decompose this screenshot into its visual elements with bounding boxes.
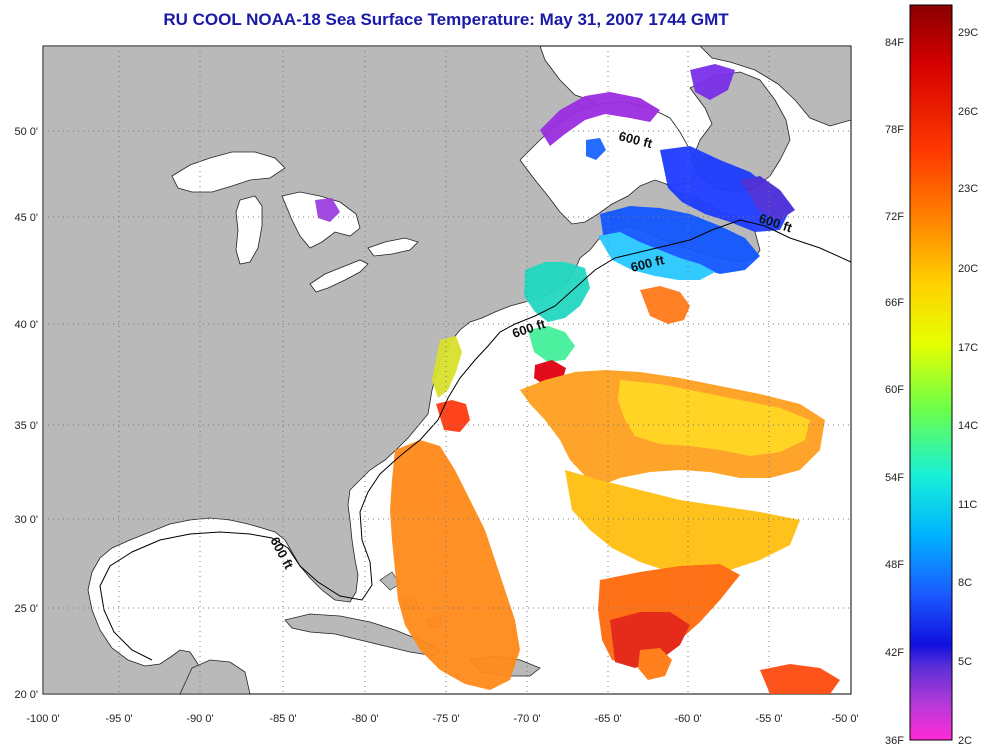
lon-tick-label: -100 0' bbox=[26, 713, 59, 725]
lon-tick-label: -90 0' bbox=[186, 713, 213, 725]
lat-tick-label: 30 0' bbox=[14, 514, 38, 526]
depth-contour-600ft bbox=[99, 219, 851, 661]
lon-tick-label: -70 0' bbox=[513, 713, 540, 725]
colorbar-c-label: 5C bbox=[958, 656, 972, 668]
lon-tick-label: -85 0' bbox=[269, 713, 296, 725]
lat-tick-label: 45 0' bbox=[14, 212, 38, 224]
colorbar-f-label: 36F bbox=[885, 735, 904, 747]
lon-tick-label: -60 0' bbox=[674, 713, 701, 725]
lat-tick-label: 50 0' bbox=[14, 126, 38, 138]
colorbar-f-label: 48F bbox=[885, 559, 904, 571]
longitude-axis: -100 0' -95 0' -90 0' -85 0' -80 0' -75 … bbox=[26, 713, 858, 725]
sst-swath-southern bbox=[390, 336, 840, 694]
lat-tick-label: 35 0' bbox=[14, 420, 38, 432]
colorbar-f-label: 42F bbox=[885, 647, 904, 659]
map-content bbox=[43, 46, 851, 694]
map-title: RU COOL NOAA-18 Sea Surface Temperature:… bbox=[163, 10, 729, 29]
colorbar-f-label: 78F bbox=[885, 124, 904, 136]
colorbar-f-label: 72F bbox=[885, 211, 904, 223]
land-labrador bbox=[699, 46, 851, 127]
lat-tick-label: 25 0' bbox=[14, 603, 38, 615]
lon-tick-label: -50 0' bbox=[831, 713, 858, 725]
colorbar-f-label: 66F bbox=[885, 297, 904, 309]
lon-tick-label: -75 0' bbox=[432, 713, 459, 725]
colorbar-f-label: 84F bbox=[885, 37, 904, 49]
colorbar-c-label: 2C bbox=[958, 735, 972, 747]
lake-michigan bbox=[235, 195, 263, 265]
lat-tick-label: 40 0' bbox=[14, 319, 38, 331]
colorbar-c-label: 11C bbox=[958, 499, 977, 511]
lake-ontario bbox=[367, 237, 419, 257]
colorbar-c-label: 29C bbox=[958, 27, 978, 39]
latitude-axis: 50 0' 45 0' 40 0' 35 0' 30 0' 25 0' 20 0… bbox=[14, 126, 38, 701]
lake-huron bbox=[281, 191, 361, 249]
colorbar-f-label: 54F bbox=[885, 472, 904, 484]
colorbar-gradient bbox=[909, 4, 953, 741]
colorbar-c-label: 26C bbox=[958, 106, 978, 118]
colorbar-c-label: 14C bbox=[958, 420, 978, 432]
colorbar-f-label: 60F bbox=[885, 384, 904, 396]
land-yucatan bbox=[179, 659, 251, 694]
colorbar-c-label: 8C bbox=[958, 577, 972, 589]
lon-tick-label: -80 0' bbox=[351, 713, 378, 725]
colorbar-c-label: 17C bbox=[958, 342, 978, 354]
lon-tick-label: -65 0' bbox=[594, 713, 621, 725]
graticule bbox=[43, 46, 851, 694]
colorbar-c-label: 20C bbox=[958, 263, 978, 275]
lake-erie bbox=[309, 259, 369, 293]
colorbar-c-label: 23C bbox=[958, 183, 978, 195]
temperature-colorbar: 84F 78F 72F 66F 60F 54F 48F 42F 36F 29C … bbox=[885, 4, 978, 747]
lat-tick-label: 20 0' bbox=[14, 689, 38, 701]
lon-tick-label: -95 0' bbox=[105, 713, 132, 725]
lon-tick-label: -55 0' bbox=[755, 713, 782, 725]
sst-swath-northern bbox=[315, 64, 795, 362]
